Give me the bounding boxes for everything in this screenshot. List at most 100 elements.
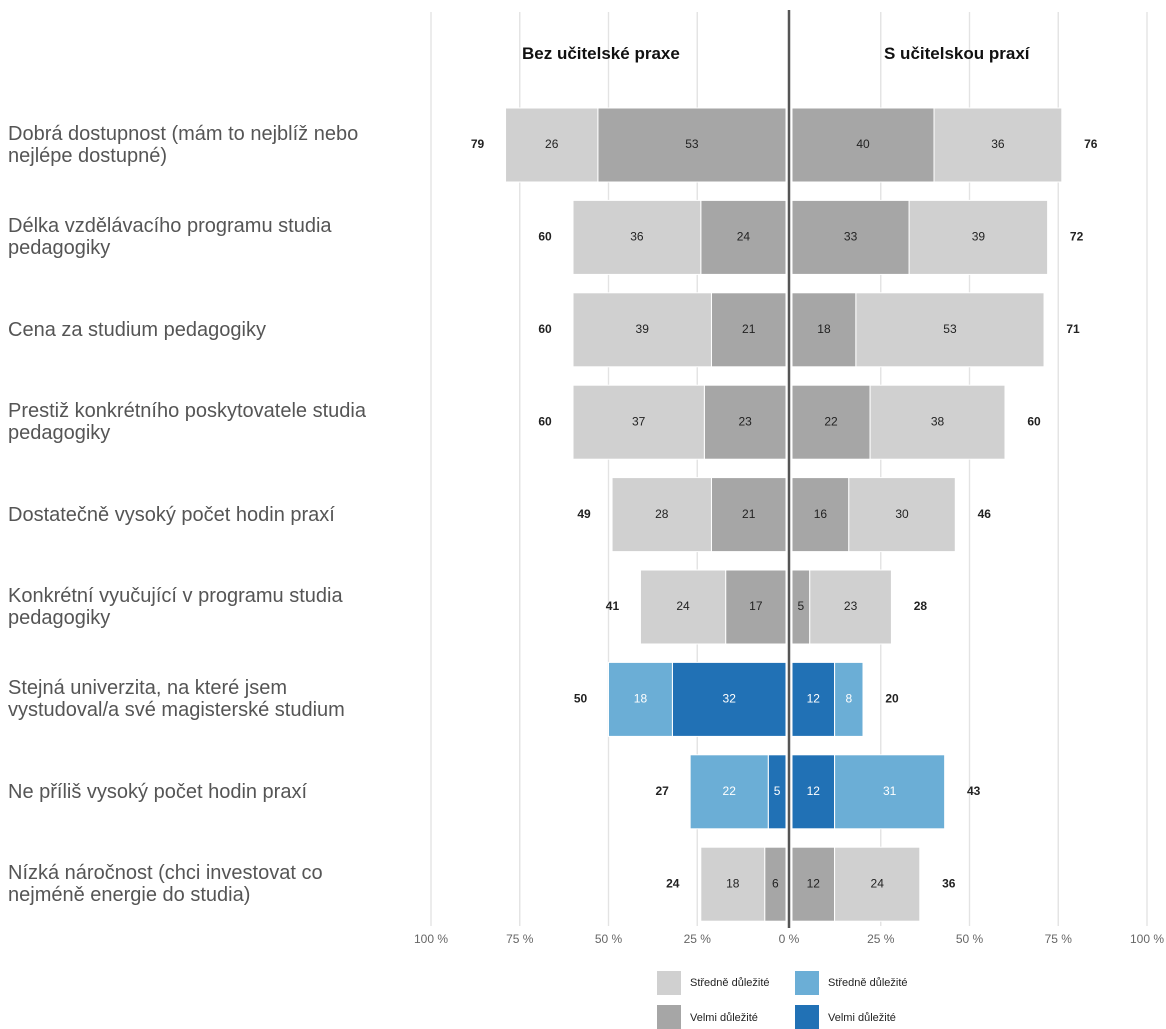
total-right-2: 71 — [1066, 322, 1080, 336]
total-right-8: 36 — [942, 876, 956, 890]
label-left-velmi-1: 24 — [737, 230, 751, 244]
total-left-8: 24 — [666, 876, 680, 890]
x-tick-left-1: 75 % — [506, 932, 534, 946]
total-left-4: 49 — [577, 507, 591, 521]
label-right-velmi-4: 16 — [814, 507, 828, 521]
label-right-stredne-2: 53 — [943, 322, 957, 336]
category-label-2: Cena za studium pedagogiky — [8, 318, 266, 341]
category-label-6: Stejná univerzita, na které jsem vystudo… — [8, 677, 345, 722]
label-right-velmi-6: 12 — [807, 692, 821, 706]
label-left-stredne-8: 18 — [726, 876, 740, 890]
legend-label-blue-stredne: Středně důležité — [828, 977, 908, 989]
label-left-velmi-6: 32 — [723, 692, 737, 706]
total-left-5: 41 — [606, 599, 620, 613]
total-right-1: 72 — [1070, 230, 1084, 244]
legend-swatch-blue-velmi — [795, 1005, 819, 1029]
bar-right-velmi-6 — [791, 661, 836, 737]
label-right-stredne-5: 23 — [844, 599, 858, 613]
label-right-velmi-0: 40 — [856, 137, 870, 151]
bar-right-stredne-4 — [848, 477, 956, 553]
bar-right-stredne-5 — [809, 569, 892, 645]
legend-swatch-gray-stredne — [657, 971, 681, 995]
label-left-stredne-0: 26 — [545, 137, 559, 151]
label-right-stredne-8: 24 — [871, 876, 885, 890]
bar-right-stredne-6 — [834, 661, 864, 737]
total-left-6: 50 — [574, 692, 588, 706]
total-right-4: 46 — [978, 507, 992, 521]
label-left-stredne-3: 37 — [632, 414, 646, 428]
label-left-velmi-3: 23 — [738, 414, 752, 428]
label-right-stredne-1: 39 — [972, 230, 986, 244]
bar-left-stredne-4 — [611, 477, 712, 553]
x-tick-left-4: 0 % — [779, 932, 800, 946]
bar-right-velmi-7 — [791, 754, 836, 830]
x-tick-right-1: 50 % — [956, 932, 984, 946]
bar-left-velmi-0 — [597, 107, 787, 183]
label-left-velmi-8: 6 — [772, 876, 779, 890]
label-right-velmi-8: 12 — [807, 876, 821, 890]
total-right-3: 60 — [1027, 414, 1041, 428]
category-label-1: Délka vzdělávacího programu studia pedag… — [8, 215, 332, 260]
panel-title-right: S učitelskou praxí — [884, 44, 1030, 63]
label-right-stredne-0: 36 — [991, 137, 1005, 151]
total-right-7: 43 — [967, 784, 981, 798]
bar-left-velmi-2 — [710, 292, 787, 368]
bar-left-velmi-4 — [710, 477, 787, 553]
legend-swatch-gray-velmi — [657, 1005, 681, 1029]
label-right-stredne-7: 31 — [883, 784, 897, 798]
bar-right-stredne-3 — [869, 384, 1006, 460]
category-label-3: Prestiž konkrétního poskytovatele studia… — [8, 400, 366, 445]
bar-right-velmi-0 — [791, 107, 935, 183]
category-label-0: Dobrá dostupnost (mám to nejblíž nebo ne… — [8, 123, 359, 167]
category-label-4: Dostatečně vysoký počet hodin praxí — [8, 503, 335, 526]
x-tick-right-2: 75 % — [1045, 932, 1073, 946]
bar-right-stredne-2 — [855, 292, 1045, 368]
label-right-velmi-5: 5 — [798, 599, 805, 613]
x-tick-left-0: 100 % — [414, 932, 448, 946]
label-left-velmi-7: 5 — [774, 784, 781, 798]
bar-right-stredne-8 — [834, 846, 921, 922]
label-left-velmi-5: 17 — [749, 599, 763, 613]
category-label-8: Nízká náročnost (chci investovat co nejm… — [8, 862, 323, 907]
label-right-velmi-1: 33 — [844, 230, 858, 244]
bar-left-stredne-0 — [505, 107, 599, 183]
label-left-stredne-7: 22 — [723, 784, 737, 798]
panel-title-left: Bez učitelské praxe — [522, 44, 680, 63]
bar-right-stredne-1 — [908, 199, 1049, 275]
label-right-stredne-6: 8 — [845, 692, 852, 706]
bar-right-velmi-1 — [791, 199, 910, 275]
bar-right-velmi-8 — [791, 846, 836, 922]
bar-right-stredne-0 — [933, 107, 1063, 183]
legend-label-gray-velmi: Velmi důležité — [690, 1012, 758, 1024]
label-left-velmi-4: 21 — [742, 507, 756, 521]
x-tick-left-3: 25 % — [684, 932, 712, 946]
bar-right-velmi-3 — [791, 384, 871, 460]
label-right-velmi-3: 22 — [824, 414, 838, 428]
label-left-stredne-5: 24 — [676, 599, 690, 613]
bar-left-velmi-3 — [703, 384, 787, 460]
bar-left-stredne-3 — [572, 384, 705, 460]
x-tick-right-3: 100 % — [1130, 932, 1164, 946]
bar-left-stredne-8 — [700, 846, 766, 922]
bar-left-stredne-5 — [639, 569, 727, 645]
label-left-stredne-4: 28 — [655, 507, 669, 521]
total-left-0: 79 — [471, 137, 485, 151]
x-tick-right-0: 25 % — [867, 932, 895, 946]
bar-right-stredne-7 — [834, 754, 946, 830]
label-right-stredne-3: 38 — [931, 414, 945, 428]
total-right-6: 20 — [885, 692, 899, 706]
legend-label-blue-velmi: Velmi důležité — [828, 1012, 896, 1024]
bar-left-velmi-5 — [725, 569, 787, 645]
total-right-5: 28 — [914, 599, 928, 613]
legend-swatch-blue-stredne — [795, 971, 819, 995]
total-left-3: 60 — [538, 414, 552, 428]
label-left-stredne-6: 18 — [634, 692, 648, 706]
label-left-velmi-0: 53 — [685, 137, 699, 151]
label-left-stredne-2: 39 — [636, 322, 650, 336]
total-left-2: 60 — [538, 322, 552, 336]
total-left-1: 60 — [538, 230, 552, 244]
label-left-stredne-1: 36 — [630, 230, 644, 244]
bar-left-stredne-2 — [572, 292, 712, 368]
total-right-0: 76 — [1084, 137, 1098, 151]
